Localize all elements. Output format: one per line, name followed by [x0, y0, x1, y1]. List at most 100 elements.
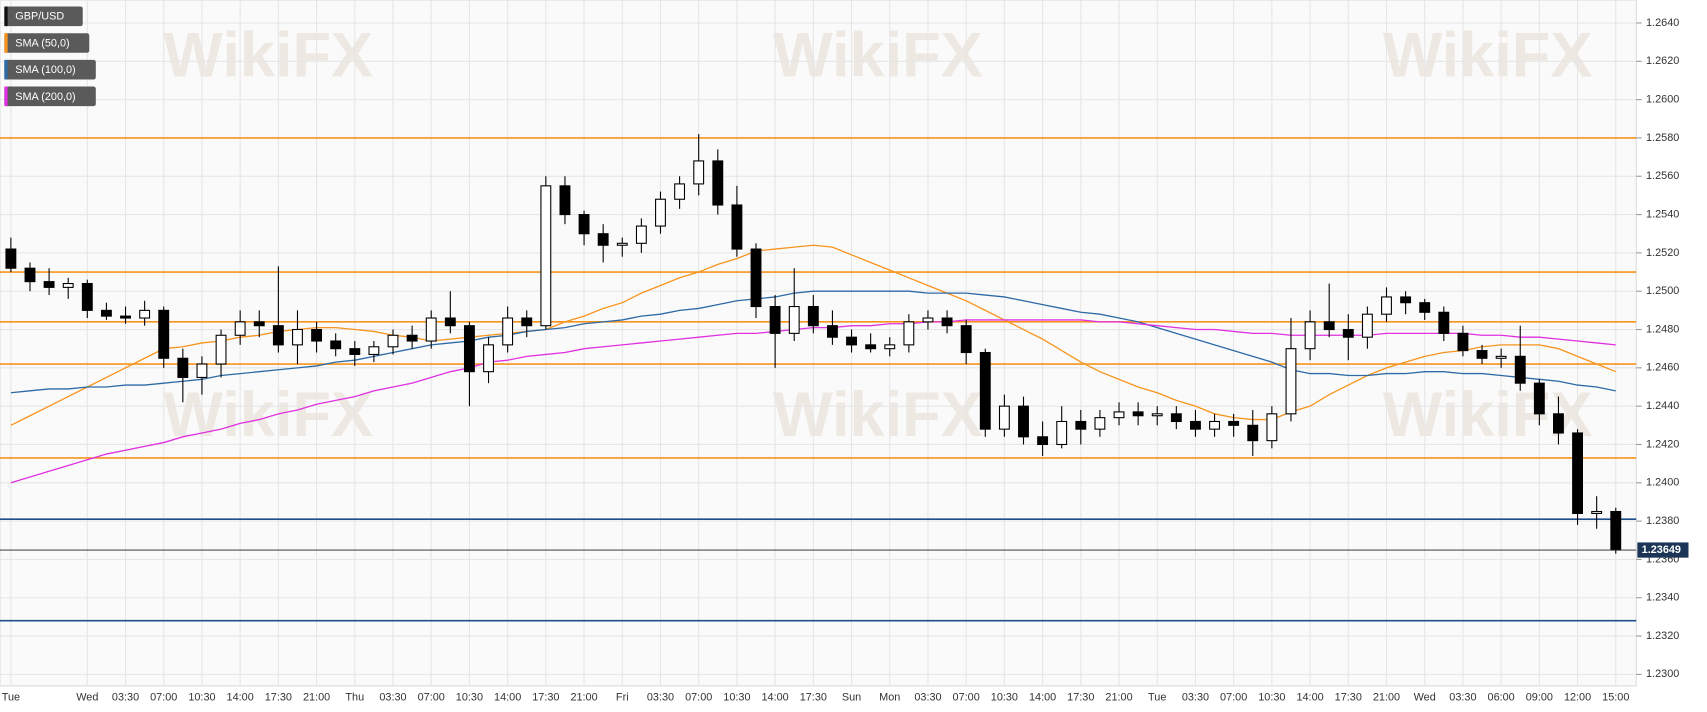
candle-body	[1553, 413, 1564, 434]
candle-body	[712, 160, 724, 206]
last-price-label: 1.23649	[1642, 544, 1681, 556]
x-tick-label: 07:00	[150, 692, 177, 704]
candle-body	[349, 348, 361, 355]
candle-body	[62, 283, 74, 288]
x-tick-label: 12:00	[1564, 692, 1591, 704]
candle-body	[1170, 413, 1182, 423]
legend-swatch	[4, 86, 8, 107]
candle-body	[1591, 510, 1603, 514]
legend-box	[4, 86, 96, 107]
x-tick-label: 21:00	[1105, 692, 1132, 704]
candle-body	[1266, 413, 1278, 442]
candle-body	[1323, 321, 1335, 331]
x-tick-label: Sun	[842, 692, 861, 704]
candle-body	[998, 405, 1010, 430]
candle-body	[1132, 411, 1144, 417]
candle-body	[1228, 420, 1240, 426]
candle-body	[120, 315, 131, 319]
candle-body	[1113, 411, 1125, 419]
y-tick-label: 1.2500	[1646, 285, 1679, 297]
candle-body	[1400, 296, 1412, 304]
watermark: WikiFX	[163, 21, 373, 91]
candle-body	[559, 185, 571, 216]
x-tick-label: 21:00	[1373, 692, 1400, 704]
x-tick-label: 10:30	[723, 692, 750, 704]
x-tick-label: 17:30	[532, 692, 559, 704]
candle-body	[463, 325, 475, 373]
plot-area	[0, 0, 1637, 687]
x-tick-label: 03:30	[647, 692, 674, 704]
candle-body	[865, 344, 877, 350]
candle-body	[807, 305, 819, 327]
candle-body	[540, 185, 552, 327]
x-tick-label: 14:00	[494, 692, 521, 704]
x-tick-label: 14:00	[227, 692, 254, 704]
legend-label: SMA (100,0)	[15, 64, 75, 76]
x-tick-label: 14:00	[1296, 692, 1323, 704]
candle-body	[941, 317, 953, 327]
x-tick-label: Wed	[76, 692, 98, 704]
legend-box	[4, 6, 83, 27]
y-tick-label: 1.2320	[1646, 630, 1679, 642]
candle-body	[483, 344, 494, 373]
watermark: WikiFX	[1383, 21, 1593, 91]
candle-body	[884, 344, 896, 350]
candle-body	[1342, 328, 1354, 338]
candle-body	[769, 305, 781, 334]
candle-body	[330, 340, 342, 350]
candle-body	[1018, 405, 1029, 438]
x-tick-label: 10:30	[991, 692, 1018, 704]
y-tick-label: 1.2540	[1646, 208, 1679, 220]
x-tick-label: 17:30	[800, 692, 827, 704]
y-tick-label: 1.2380	[1646, 515, 1679, 527]
candle-body	[1037, 436, 1049, 446]
candle-body	[1361, 313, 1373, 338]
legend-label: SMA (50,0)	[15, 37, 69, 49]
y-tick-label: 1.2520	[1646, 247, 1679, 259]
candle-body	[1572, 432, 1584, 514]
x-tick-label: 07:00	[1220, 692, 1247, 704]
x-tick-label: 17:30	[265, 692, 292, 704]
y-tick-label: 1.2640	[1646, 17, 1679, 29]
y-tick-label: 1.2440	[1646, 400, 1679, 412]
candle-body	[846, 336, 857, 346]
candle-body	[425, 317, 437, 342]
candle-body	[731, 204, 743, 250]
x-tick-label: 03:30	[1449, 692, 1476, 704]
x-tick-label: 03:30	[1182, 692, 1209, 704]
candle-body	[43, 281, 55, 288]
candle-body	[597, 233, 609, 246]
candle-body	[1419, 302, 1431, 313]
watermark: WikiFX	[773, 21, 983, 91]
y-tick-label: 1.2580	[1646, 132, 1679, 144]
candle-body	[1381, 296, 1392, 315]
x-tick-label: 06:00	[1488, 692, 1515, 704]
candle-body	[311, 328, 323, 342]
candle-body	[24, 267, 36, 283]
candle-body	[979, 351, 991, 430]
legend-label: GBP/USD	[15, 11, 64, 23]
x-tick-label: Thu	[345, 692, 364, 704]
candle-body	[1533, 382, 1545, 415]
candle-body	[1285, 348, 1297, 415]
x-tick-label: 09:00	[1526, 692, 1553, 704]
x-tick-label: 17:30	[1067, 692, 1094, 704]
candle-body	[1056, 420, 1068, 446]
x-tick-label: 07:00	[685, 692, 712, 704]
candle-body	[81, 283, 93, 311]
y-tick-label: 1.2400	[1646, 477, 1679, 489]
candle-body	[1209, 420, 1220, 430]
x-tick-label: 17:30	[1335, 692, 1362, 704]
candle-body	[368, 346, 380, 355]
candle-body	[788, 305, 800, 334]
x-tick-label: 07:00	[418, 692, 445, 704]
candle-body	[5, 248, 17, 269]
legend-box	[4, 59, 96, 80]
legend-swatch	[4, 33, 8, 53]
candle-body	[1495, 355, 1507, 359]
last-price-box	[1637, 542, 1689, 558]
x-tick-label: Wed	[1414, 692, 1436, 704]
watermark: WikiFX	[773, 380, 983, 450]
watermark: WikiFX	[163, 380, 373, 450]
